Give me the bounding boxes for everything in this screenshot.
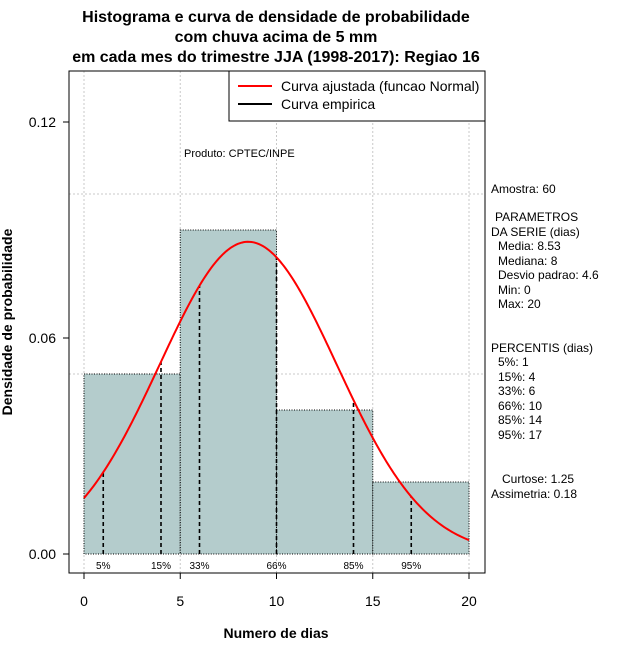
percentile-lines [102, 257, 413, 554]
chart-title-line-2: com chuva acima de 5 mm [175, 29, 378, 46]
stat-mediana: Mediana: 8 [498, 254, 558, 268]
stat-curtose: Curtose: 1.25 [502, 472, 574, 486]
chart-title-line-3: em cada mes do trimestre JJA (1998-2017)… [72, 49, 480, 66]
stat-desvio: Desvio padrao: 4.6 [498, 268, 599, 282]
stat-p85: 85%: 14 [498, 413, 542, 427]
chart-title-line-1: Histograma e curva de densidade de proba… [82, 9, 470, 26]
percentile-label: 33% [189, 561, 209, 572]
x-tick-label: 0 [80, 593, 88, 609]
x-tick-label: 20 [461, 593, 477, 609]
stats-panel: Amostra: 60 PARAMETROS DA SERIE (dias) M… [491, 182, 599, 501]
stat-p66: 66%: 10 [498, 399, 542, 413]
product-annotation: Produto: CPTEC/INPE [184, 148, 295, 160]
percentile-label: 95% [401, 561, 421, 572]
legend-box [228, 70, 486, 122]
stat-param-title-1: PARAMETROS [495, 210, 578, 224]
fitted-curve-layer [83, 240, 470, 541]
axes: 0 5 10 15 20 0.00 0.06 0.12 [29, 114, 477, 609]
stat-min: Min: 0 [498, 283, 531, 297]
percentile-label: 15% [151, 561, 171, 572]
stat-p15: 15%: 4 [498, 370, 536, 384]
histogram-bar [372, 481, 470, 555]
y-axis-title: Densidade de probabilidade [0, 228, 15, 415]
stat-percentis-title: PERCENTIS (dias) [491, 341, 593, 355]
fitted-normal-curve [83, 240, 470, 541]
x-tick-label: 10 [269, 593, 285, 609]
stat-assimetria: Assimetria: 0.18 [491, 487, 577, 501]
y-tick-label: 0.12 [29, 114, 56, 130]
y-tick-label: 0.06 [29, 330, 56, 346]
legend: Curva ajustada (funcao Normal) Curva emp… [228, 70, 486, 122]
histogram-bar [83, 373, 181, 555]
stat-amostra: Amostra: 60 [491, 182, 556, 196]
percentile-labels: 5% 15% 33% 66% 85% 95% [96, 561, 421, 572]
stat-p95: 95%: 17 [498, 428, 542, 442]
legend-label-fitted: Curva ajustada (funcao Normal) [281, 78, 479, 94]
histogram-bar [276, 409, 374, 555]
y-tick-label: 0.00 [29, 546, 56, 562]
percentile-label: 85% [343, 561, 363, 572]
stat-param-title-2: DA SERIE (dias) [491, 225, 580, 239]
x-tick-label: 5 [176, 593, 184, 609]
stat-p5: 5%: 1 [498, 355, 529, 369]
percentile-label: 66% [266, 561, 286, 572]
percentile-label: 5% [96, 561, 111, 572]
stat-media: Media: 8.53 [498, 239, 561, 253]
x-axis-title: Numero de dias [223, 625, 328, 641]
legend-label-empirical: Curva empirica [281, 96, 375, 112]
stat-p33: 33%: 6 [498, 384, 536, 398]
stat-max: Max: 20 [498, 297, 541, 311]
x-tick-label: 15 [365, 593, 381, 609]
histogram-bar [179, 229, 277, 555]
